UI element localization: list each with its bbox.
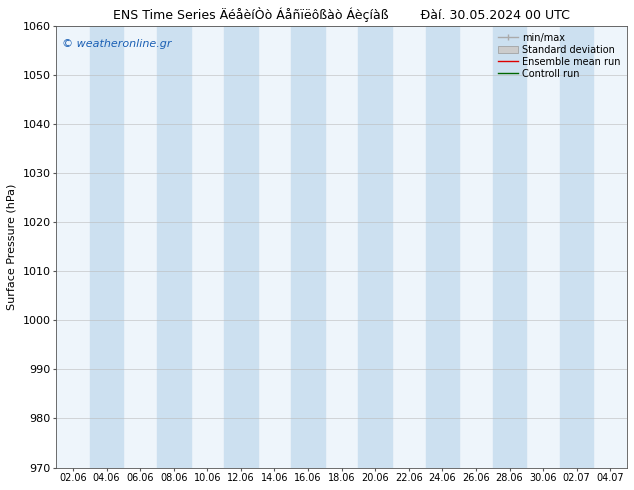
Bar — [291, 26, 325, 467]
Bar — [90, 26, 124, 467]
Bar — [224, 26, 257, 467]
Title: ENS Time Series ÄéåèíÒò Áåñïëôßàò Áèçíàß        Đàí. 30.05.2024 00 UTC: ENS Time Series ÄéåèíÒò Áåñïëôßàò Áèçíàß… — [113, 7, 570, 22]
Bar — [493, 26, 526, 467]
Bar — [425, 26, 459, 467]
Bar — [157, 26, 190, 467]
Bar — [358, 26, 392, 467]
Bar — [560, 26, 593, 467]
Y-axis label: Surface Pressure (hPa): Surface Pressure (hPa) — [7, 184, 17, 310]
Legend: min/max, Standard deviation, Ensemble mean run, Controll run: min/max, Standard deviation, Ensemble me… — [496, 31, 622, 80]
Text: © weatheronline.gr: © weatheronline.gr — [62, 39, 171, 49]
